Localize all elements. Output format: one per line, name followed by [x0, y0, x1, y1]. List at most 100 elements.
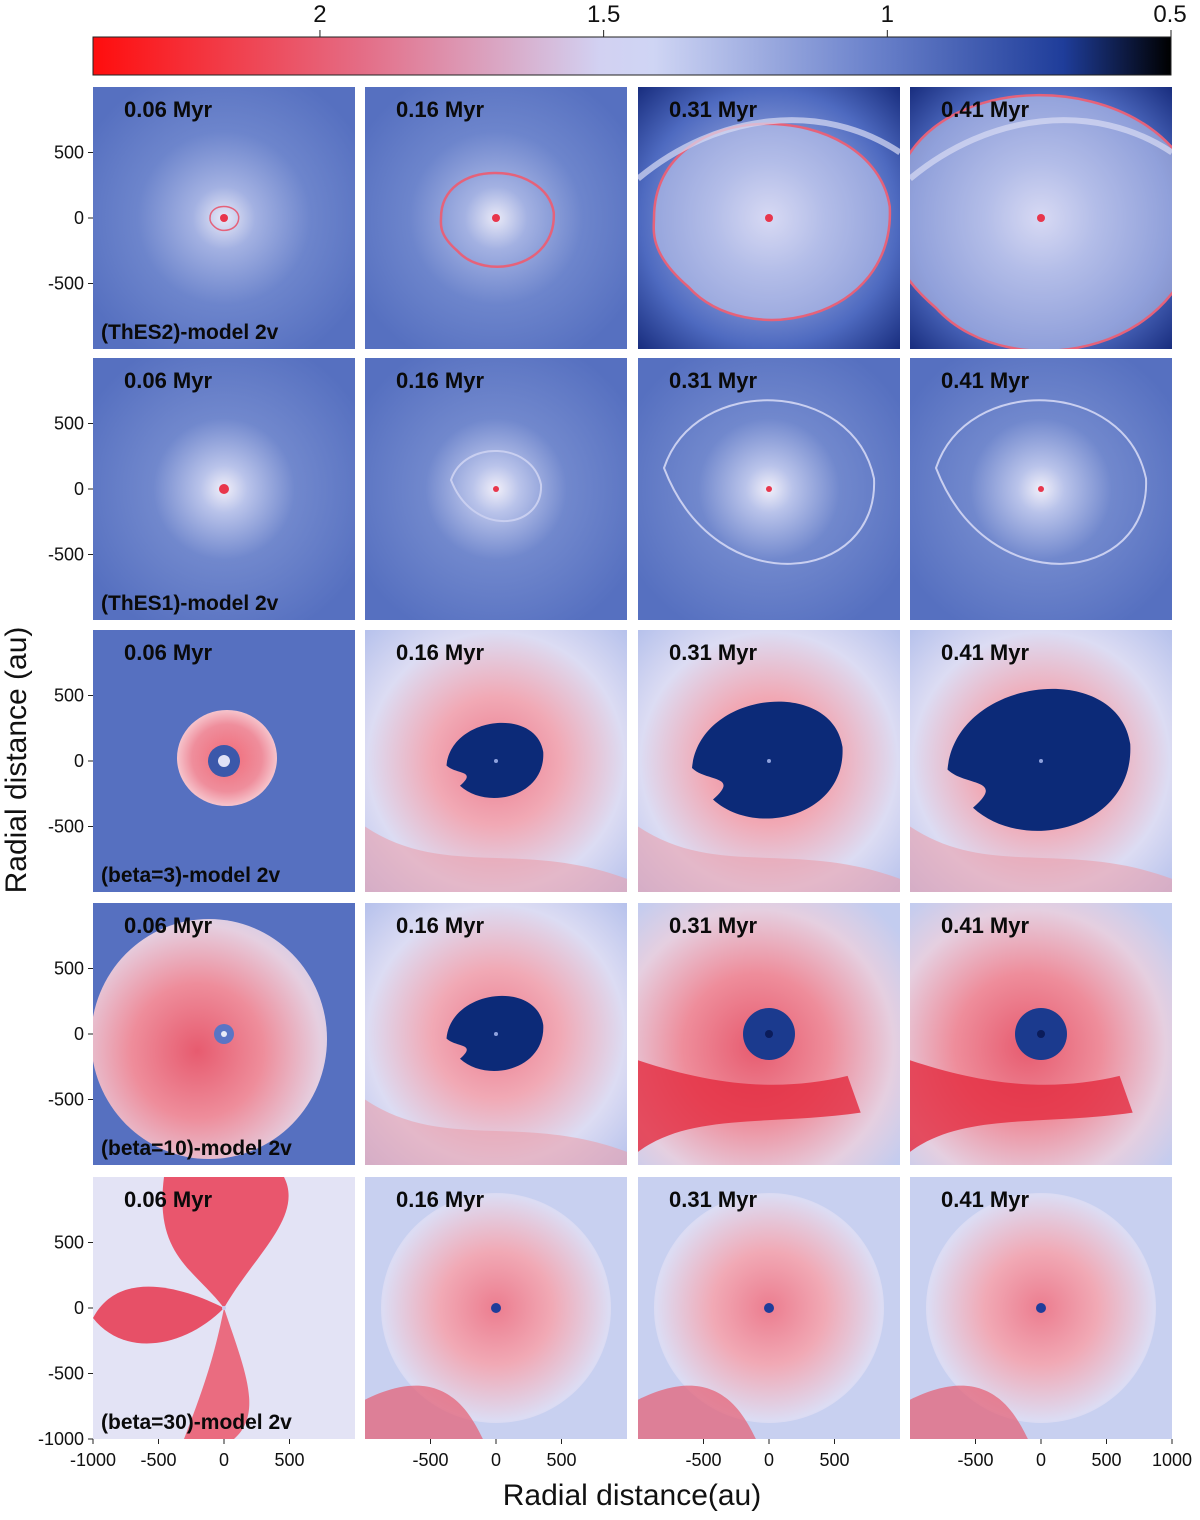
perturbed-disk: [93, 919, 327, 1159]
x-tick-label: -500: [412, 1450, 448, 1470]
simulation-panel: [910, 1177, 1172, 1439]
shock-shell: [209, 205, 240, 232]
spiral-arm: [162, 1177, 289, 1308]
central-source: [766, 486, 772, 492]
x-tick-label: 500: [1091, 1450, 1121, 1470]
dense-filament: [910, 1060, 1133, 1152]
shock-shell: [439, 171, 556, 268]
time-label: 0.16 Myr: [396, 1187, 484, 1212]
central-source: [1038, 486, 1044, 492]
x-tick-label: 500: [546, 1450, 576, 1470]
simulation-panel: [638, 87, 900, 349]
density-filament: [365, 1099, 627, 1165]
time-label: 0.41 Myr: [941, 97, 1029, 122]
central-source: [491, 1303, 501, 1313]
time-label: 0.16 Myr: [396, 913, 484, 938]
low-density-cavity: [947, 688, 1131, 831]
time-label: 0.31 Myr: [669, 97, 757, 122]
time-label: 0.06 Myr: [124, 1187, 212, 1212]
simulation-panel: [910, 630, 1172, 892]
time-label: 0.41 Myr: [941, 913, 1029, 938]
central-source: [494, 759, 498, 763]
simulation-panel: [910, 87, 1172, 349]
shell-arc: [910, 117, 1172, 182]
y-tick-label: -500: [48, 817, 84, 837]
faint-shell: [934, 399, 1148, 565]
colorbar-tick-label: 1.5: [587, 1, 620, 28]
x-tick-label: -1000: [70, 1450, 116, 1470]
faint-shell: [449, 450, 543, 523]
time-label: 0.31 Myr: [669, 913, 757, 938]
density-filament: [365, 826, 627, 892]
colorbar-gradient: [92, 36, 1172, 76]
simulation-panel: [910, 358, 1172, 620]
central-source: [1039, 759, 1043, 763]
central-source: [219, 484, 229, 494]
x-tick-label: 1000: [1152, 1450, 1192, 1470]
x-tick-label: 0: [219, 1450, 229, 1470]
time-label: 0.16 Myr: [396, 97, 484, 122]
simulation-panel: [365, 630, 627, 892]
central-source: [1036, 1303, 1046, 1313]
spiral-arm: [184, 1308, 250, 1439]
faint-shell: [662, 399, 876, 565]
central-source: [221, 1031, 227, 1037]
time-label: 0.06 Myr: [124, 640, 212, 665]
density-filament: [365, 1385, 483, 1439]
y-axis-title: Radial distance (au): [0, 627, 33, 894]
central-source: [222, 1306, 226, 1310]
y-tick-label: 500: [54, 143, 84, 163]
y-tick-label: -500: [48, 1090, 84, 1110]
colorbar-ticks: 2 1.5 1 0.5: [313, 1, 1187, 37]
simulation-panel: [93, 358, 355, 620]
simulation-panel: [365, 87, 627, 349]
x-axis-title: Radial distance(au): [503, 1479, 761, 1512]
y-tick-label: -500: [48, 274, 84, 294]
y-tick-label: 500: [54, 414, 84, 434]
central-source: [764, 1303, 774, 1313]
y-tick-label: 500: [54, 959, 84, 979]
simulation-panel: [910, 903, 1172, 1165]
y-tick-label: 500: [54, 686, 84, 706]
simulation-panel: [93, 87, 355, 349]
y-tick-label: 500: [54, 1233, 84, 1253]
time-label: 0.41 Myr: [941, 640, 1029, 665]
shell-arc: [638, 117, 900, 182]
simulation-panel: [365, 358, 627, 620]
y-tick-label: 0: [74, 479, 84, 499]
simulation-panel: [93, 630, 355, 892]
central-source: [765, 214, 773, 222]
y-tick-label: 0: [74, 208, 84, 228]
simulation-panel: [638, 358, 900, 620]
central-source: [494, 1032, 498, 1036]
model-label: (beta=10)-model 2v: [101, 1137, 292, 1160]
time-label: 0.06 Myr: [124, 913, 212, 938]
density-filament: [638, 826, 900, 892]
central-source: [765, 1030, 773, 1038]
central-source: [218, 755, 230, 767]
shock-shell: [910, 94, 1172, 349]
x-tick-label: 0: [764, 1450, 774, 1470]
panel-grid: 0.06 Myr 0.16 Myr 0.31 Myr 0.41 Myr (ThES2)-…: [93, 87, 1172, 1439]
y-tick-label: 0: [74, 1298, 84, 1318]
x-tick-label: -500: [685, 1450, 721, 1470]
simulation-panel: [365, 1177, 627, 1439]
model-label: (beta=30)-model 2v: [101, 1411, 292, 1434]
simulation-panel: [93, 1177, 355, 1439]
x-tick-labels: -1000 -500 0 500 -500 0 500 -500 0 500 -500 0 500 100…: [70, 1439, 1192, 1470]
x-tick-label: 500: [819, 1450, 849, 1470]
y-tick-label: -500: [48, 1364, 84, 1384]
x-tick-label: -500: [140, 1450, 176, 1470]
central-source: [493, 486, 499, 492]
model-label: (beta=3)-model 2v: [101, 864, 280, 887]
central-source: [220, 214, 228, 222]
x-tick-label: 0: [1036, 1450, 1046, 1470]
simulation-panel: [638, 630, 900, 892]
time-label: 0.16 Myr: [396, 640, 484, 665]
x-tick-label: 0: [491, 1450, 501, 1470]
simulation-panel: [638, 903, 900, 1165]
time-label: 0.31 Myr: [669, 368, 757, 393]
spiral-arm: [93, 1286, 224, 1344]
model-label: (ThES1)-model 2v: [101, 592, 279, 615]
colorbar: 2 1.5 1 0.5: [92, 1, 1187, 76]
